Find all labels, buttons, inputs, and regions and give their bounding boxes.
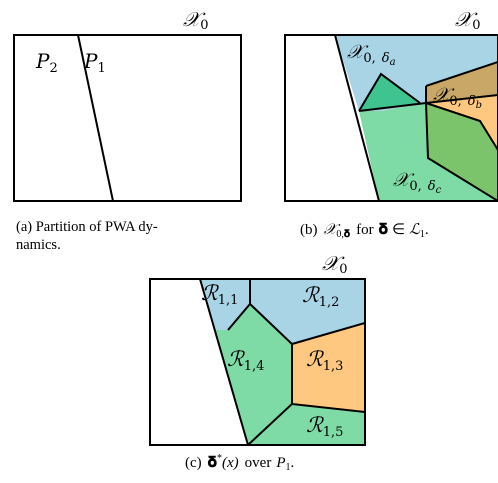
panel-c-region-1-4 (215, 304, 292, 445)
panel-a-caption: (a) Partition of PWA dy- namics. (16, 218, 158, 254)
panel-b-boundary (284, 34, 498, 202)
panel-a-partition-line (77, 34, 114, 202)
panel-c-boundary (149, 278, 366, 446)
panel-c: 𝒳0 ℛ1,1 ℛ1,2 ℛ1,3 ℛ1,4 ℛ1,5 (149, 251, 366, 446)
panel-c-r15-label: ℛ1,5 (306, 413, 343, 440)
panel-a-caption-line2: namics. (16, 237, 61, 253)
panel-c-r13-label: ℛ1,3 (306, 347, 343, 374)
panel-b-x0-label: 𝒳0 (455, 7, 480, 33)
panel-a: 𝒳0 P2 P1 (13, 7, 242, 202)
panel-c-region-1-5 (248, 404, 365, 445)
panel-a-p1-label: P1 (83, 49, 106, 76)
panel-a-x0-label: 𝒳0 (183, 7, 208, 33)
panel-b-region-c (359, 103, 498, 201)
panel-c-r11-label: ℛ1,1 (201, 281, 238, 308)
panel-c-region-1-3 (292, 323, 365, 412)
panel-c-caption: (c) 𝛅*(x) over P1. (185, 453, 294, 473)
panel-c-x0-label: 𝒳0 (322, 251, 347, 277)
panel-c-r12-label: ℛ1,2 (302, 283, 339, 310)
panel-b-region-c-dark (426, 103, 498, 201)
panel-a-caption-line1: (a) Partition of PWA dy- (16, 219, 158, 235)
panel-b-teal-overlap (359, 74, 420, 111)
panel-b: 𝒳0 𝒳0, δa 𝒳0, δb 𝒳0, δc (284, 7, 498, 202)
panel-c-region-1-2 (250, 279, 365, 344)
panel-b-caption: (b) 𝒳0,𝛅 for 𝛅 ∈ ℒ1. (300, 222, 429, 240)
panel-a-p2-label: P2 (35, 49, 58, 76)
panel-a-boundary (13, 34, 242, 202)
panel-b-region-b-top (426, 62, 498, 103)
panel-c-r14-label: ℛ1,4 (227, 347, 264, 374)
